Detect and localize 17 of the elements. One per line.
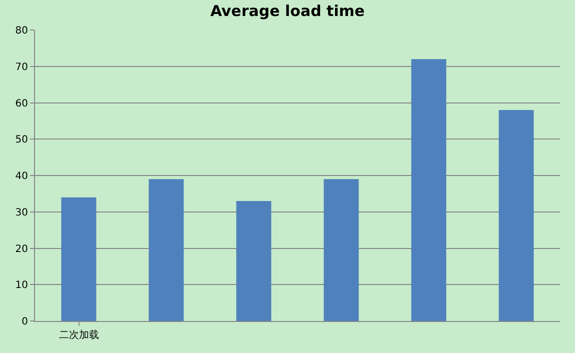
bar [61,197,96,321]
bar [498,110,534,321]
bar [236,200,272,321]
y-tick-label: 60 [15,98,28,110]
y-tick-label: 40 [15,171,28,182]
y-tick-label: 80 [15,26,28,36]
y-tick-label: 30 [15,207,28,218]
y-tick-label: 0 [22,316,28,328]
y-tick-label: 20 [15,244,28,255]
chart-title: Average load time [210,2,365,20]
y-tick-label: 10 [15,280,28,292]
x-tick-label: 二次加载 [58,329,99,341]
y-tick-label: 70 [15,62,28,73]
bar [324,179,359,321]
bar [411,59,446,321]
bar [148,179,184,321]
y-tick-label: 50 [15,134,28,146]
